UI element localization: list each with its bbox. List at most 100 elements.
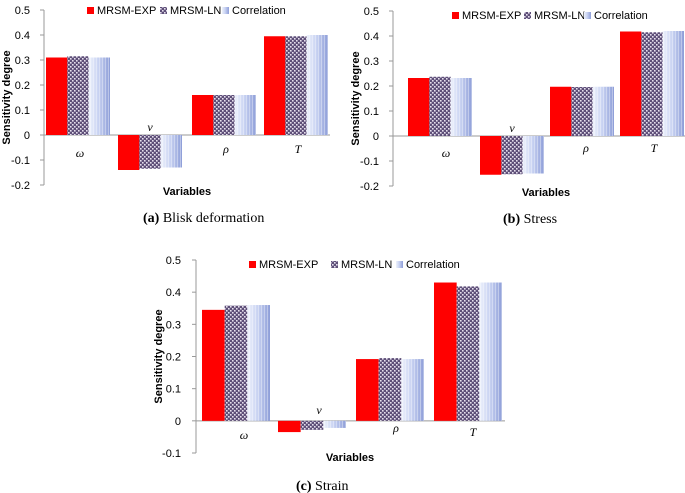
legend-swatch-exp — [87, 7, 94, 14]
bar-ln-4 — [456, 286, 480, 421]
x-axis-label: Variables — [522, 187, 570, 199]
bar-ln-1 — [429, 76, 451, 136]
y-tick-label: 0.3 — [364, 56, 379, 68]
x-axis-label: Variables — [326, 452, 374, 464]
legend: MRSM-EXP MRSM-LN Correlation — [452, 10, 648, 22]
y-tick-label: -0.1 — [11, 155, 30, 167]
category-label: ρ — [582, 141, 589, 155]
y-tick-label: 0 — [24, 130, 30, 142]
chart-b: 0.5 0.4 0.3 0.2 0.1 0 -0.1 -0.2 Sensitivity degr… — [350, 6, 685, 227]
bar-ln-1 — [224, 305, 248, 421]
y-tick-label: -0.2 — [360, 181, 379, 193]
bar-exp-2 — [480, 136, 502, 175]
bar-ln-4 — [285, 36, 307, 135]
y-tick-label: 0.3 — [166, 319, 181, 331]
legend: MRSM-EXP MRSM-LN Correlation — [249, 259, 460, 271]
y-tick-label: 0.4 — [364, 31, 379, 43]
y-tick-label: 0.4 — [15, 30, 30, 42]
y-tick-label: 0.3 — [15, 55, 30, 67]
bar-exp-2 — [278, 420, 301, 433]
bar-exp-4 — [434, 282, 457, 421]
bar-exp-3 — [192, 95, 214, 135]
charts-layer: 0.5 0.4 0.3 0.2 0.1 0 -0.1 -0.2 Sensitivity degr… — [1, 5, 685, 493]
bar-corr-stripe-4 — [306, 35, 328, 135]
chart-c: 0.5 0.4 0.3 0.2 0.1 0 -0.1 Sensitivity degree ω ν… — [153, 255, 505, 493]
legend-swatch-ln — [160, 7, 167, 14]
caption-prefix: (b) — [503, 212, 524, 227]
category-label: ρ — [392, 421, 399, 435]
category-label: ν — [147, 120, 153, 134]
legend-swatch-corr — [584, 12, 591, 19]
bar-ln-3 — [378, 358, 402, 421]
y-tick-label: 0.2 — [364, 81, 379, 93]
bar-corr-stripe-3 — [592, 86, 614, 136]
category-label: T — [295, 142, 303, 156]
legend-swatch-exp — [249, 261, 256, 268]
bar-corr-stripe-3 — [234, 95, 256, 135]
bar-exp-1 — [202, 309, 225, 421]
legend-swatch-corr — [222, 7, 229, 14]
bar-exp-3 — [550, 86, 572, 136]
y-tick-label: -0.1 — [360, 156, 379, 168]
legend-swatch-corr — [396, 261, 403, 268]
y-tick-label: 0 — [175, 416, 181, 428]
legend-label-corr: Correlation — [406, 259, 460, 271]
legend-label-ln: MRSM-LN — [534, 10, 585, 22]
caption: (b) Stress — [503, 212, 557, 227]
bar-ln-1 — [67, 56, 89, 135]
y-tick-label: 0.2 — [15, 80, 30, 92]
bar-corr-stripe-2 — [160, 135, 182, 168]
category-label: ω — [76, 146, 84, 160]
bar-corr-stripe-4 — [662, 31, 684, 136]
y-axis-label: Sensitivity degree — [350, 51, 362, 145]
caption-text: Stress — [524, 212, 557, 227]
category-label: ω — [442, 146, 450, 160]
legend: MRSM-EXP MRSM-LN Correlation — [87, 5, 286, 17]
category-label: T — [470, 425, 478, 439]
bar-exp-1 — [46, 57, 68, 135]
legend-label-exp: MRSM-EXP — [259, 259, 318, 271]
caption: (a) Blisk deformation — [143, 211, 264, 226]
category-label: ω — [240, 428, 248, 442]
caption-prefix: (a) — [143, 211, 163, 226]
y-tick-label: -0.2 — [11, 180, 30, 192]
category-label: ν — [316, 403, 322, 417]
y-axis-label: Sensitivity degree — [1, 50, 13, 144]
y-tick-label: 0 — [373, 131, 379, 143]
bar-ln-4 — [641, 32, 663, 136]
legend-swatch-ln — [331, 261, 338, 268]
legend-label-ln: MRSM-LN — [170, 5, 221, 17]
y-tick-label: -0.1 — [162, 448, 181, 460]
bar-corr-stripe-1 — [450, 78, 472, 136]
legend-label-exp: MRSM-EXP — [97, 5, 156, 17]
legend-swatch-exp — [452, 12, 459, 19]
caption: (c) Strain — [296, 479, 349, 493]
y-tick-label: 0.4 — [166, 287, 181, 299]
bar-exp-1 — [408, 78, 430, 136]
category-label: T — [651, 141, 659, 155]
legend-swatch-ln — [524, 12, 531, 19]
caption-text: Strain — [315, 479, 348, 493]
y-axis-label: Sensitivity degree — [153, 309, 165, 403]
bar-corr-stripe-2 — [323, 420, 346, 428]
legend-label-corr: Correlation — [232, 5, 286, 17]
y-tick-label: 0.1 — [166, 384, 181, 396]
bar-ln-2 — [501, 136, 523, 175]
y-tick-label: 0.5 — [166, 255, 181, 267]
bar-exp-4 — [264, 36, 286, 135]
caption-prefix: (c) — [296, 479, 315, 493]
legend-label-exp: MRSM-EXP — [462, 10, 521, 22]
x-axis-label: Variables — [163, 186, 211, 198]
bar-corr-stripe-1 — [247, 305, 270, 421]
y-tick-label: 0.1 — [364, 106, 379, 118]
bar-corr-stripe-1 — [88, 57, 110, 135]
bar-exp-2 — [118, 135, 140, 170]
bar-ln-2 — [300, 420, 324, 430]
bar-ln-3 — [213, 95, 235, 135]
bar-exp-4 — [620, 31, 642, 136]
bar-corr-stripe-2 — [522, 136, 544, 174]
bar-ln-2 — [139, 135, 161, 169]
bar-ln-3 — [571, 87, 593, 136]
bar-corr-stripe-3 — [401, 359, 424, 421]
